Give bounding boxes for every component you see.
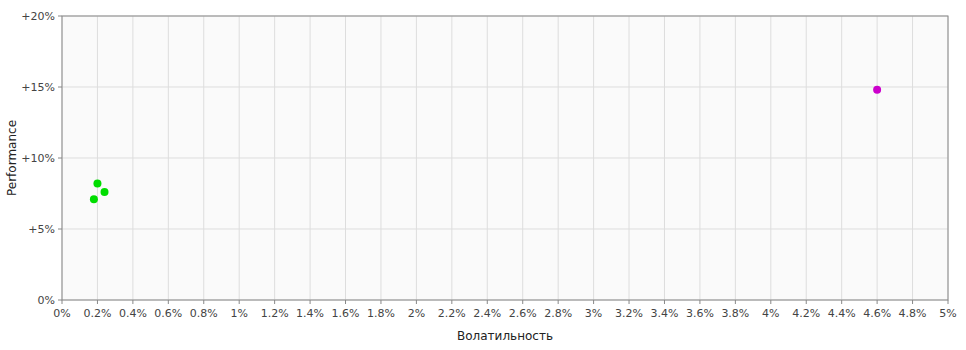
y-tick — [58, 158, 62, 159]
point — [873, 86, 881, 94]
x-tick-label: 0.2% — [83, 307, 111, 320]
y-grid-line — [62, 158, 948, 159]
x-tick-label: 3.8% — [721, 307, 749, 320]
y-tick-label: 0% — [38, 294, 55, 307]
y-tick-label: +10% — [21, 152, 55, 165]
series — [90, 180, 109, 204]
x-tick-label: 4% — [762, 307, 779, 320]
x-tick-label: 5% — [939, 307, 956, 320]
axes: 0% 0.2% 0.4% 0.6% 0.8% 1% 1.2% 1.4% 1.6% 1.8% 2% 2.… — [21, 10, 956, 320]
x-tick-label: 2.2% — [438, 307, 466, 320]
x-tick — [380, 300, 381, 304]
x-tick — [735, 300, 736, 304]
x-tick — [558, 300, 559, 304]
x-tick — [451, 300, 452, 304]
x-tick — [629, 300, 630, 304]
x-tick-label: 3% — [585, 307, 602, 320]
point — [101, 188, 109, 196]
x-tick — [877, 300, 878, 304]
x-tick-label: 0% — [53, 307, 70, 320]
x-tick — [168, 300, 169, 304]
x-tick — [948, 300, 949, 304]
x-tick-label: 4.6% — [863, 307, 891, 320]
x-tick — [62, 300, 63, 304]
grid — [62, 16, 948, 300]
x-tick-label: 1.6% — [332, 307, 360, 320]
x-tick-label: 1.2% — [261, 307, 289, 320]
x-tick-label: 1.8% — [367, 307, 395, 320]
y-tick — [58, 229, 62, 230]
x-tick — [487, 300, 488, 304]
y-tick — [58, 87, 62, 88]
point — [93, 180, 101, 188]
y-grid-line — [62, 87, 948, 88]
x-tick-label: 0.6% — [154, 307, 182, 320]
x-tick — [912, 300, 913, 304]
x-tick-label: 2.6% — [509, 307, 537, 320]
series — [873, 86, 881, 94]
x-tick-label: 3.4% — [651, 307, 679, 320]
marks — [90, 86, 881, 203]
y-tick — [58, 16, 62, 17]
x-tick — [274, 300, 275, 304]
x-tick-label: 2.8% — [544, 307, 572, 320]
x-axis-label: Волатильность — [457, 329, 553, 343]
x-tick — [593, 300, 594, 304]
x-tick — [770, 300, 771, 304]
x-tick — [132, 300, 133, 304]
x-tick-label: 4.2% — [792, 307, 820, 320]
x-tick — [416, 300, 417, 304]
plot-area — [62, 16, 948, 300]
x-tick — [310, 300, 311, 304]
x-tick-label: 4.8% — [899, 307, 927, 320]
x-tick-label: 1% — [230, 307, 247, 320]
y-grid-line — [62, 229, 948, 230]
x-tick — [806, 300, 807, 304]
x-tick — [345, 300, 346, 304]
x-tick — [522, 300, 523, 304]
y-axis-label: Performance — [5, 120, 19, 196]
y-tick — [58, 300, 62, 301]
x-tick-label: 0.4% — [119, 307, 147, 320]
y-tick-label: +15% — [21, 81, 55, 94]
x-tick — [841, 300, 842, 304]
plot-frame — [62, 16, 948, 300]
x-tick — [239, 300, 240, 304]
y-tick-label: +20% — [21, 10, 55, 23]
x-tick-label: 3.6% — [686, 307, 714, 320]
chart: 0% 0.2% 0.4% 0.6% 0.8% 1% 1.2% 1.4% 1.6% 1.8% 2% 2.… — [0, 0, 966, 350]
x-tick — [699, 300, 700, 304]
x-tick-label: 2% — [408, 307, 425, 320]
x-tick — [97, 300, 98, 304]
x-tick-label: 3.2% — [615, 307, 643, 320]
x-tick — [664, 300, 665, 304]
x-tick-label: 0.8% — [190, 307, 218, 320]
x-tick-label: 1.4% — [296, 307, 324, 320]
x-tick — [203, 300, 204, 304]
y-tick-label: +5% — [28, 223, 55, 236]
x-tick-label: 4.4% — [828, 307, 856, 320]
x-tick-label: 2.4% — [473, 307, 501, 320]
point — [90, 195, 98, 203]
